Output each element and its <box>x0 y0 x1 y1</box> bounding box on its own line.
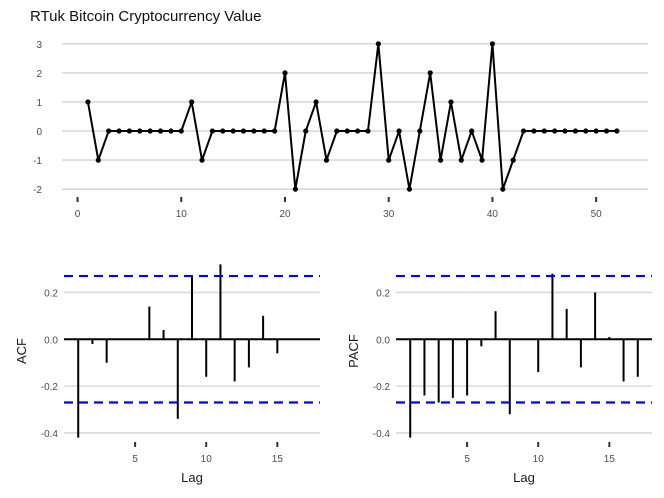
ts-point <box>147 128 153 134</box>
acf-ytick-label: -0.2 <box>41 382 59 393</box>
pacf-ytick-label: 0.2 <box>376 288 390 299</box>
ts-point <box>334 128 340 134</box>
acf-ytick-label: 0.0 <box>44 335 58 346</box>
ts-point <box>365 128 371 134</box>
ts-point <box>552 128 558 134</box>
ts-point <box>199 157 205 163</box>
ts-point <box>116 128 122 134</box>
ts-point <box>614 128 620 134</box>
ts-point <box>354 128 361 134</box>
ts-point <box>178 128 184 134</box>
ts-xtick-label: 10 <box>176 209 188 220</box>
ts-point <box>282 70 288 76</box>
pacf-ytick-label: -0.2 <box>373 382 391 393</box>
ts-point <box>437 157 444 163</box>
ts-point <box>323 157 330 163</box>
ts-point <box>603 128 610 134</box>
ts-point <box>469 128 475 134</box>
ts-point <box>386 157 392 163</box>
ts-point <box>448 99 454 105</box>
ts-point <box>303 128 309 134</box>
ts-point <box>106 128 112 134</box>
ts-ytick-label: -2 <box>33 185 42 196</box>
ts-point <box>427 70 433 76</box>
ts-point <box>479 157 485 163</box>
ts-xtick-label: 20 <box>279 209 291 220</box>
ts-ytick-label: -1 <box>33 156 42 167</box>
ts-point <box>189 99 195 105</box>
ts-point <box>531 128 537 134</box>
ts-point <box>572 128 578 134</box>
ts-point <box>417 128 423 134</box>
ts-point <box>396 128 402 134</box>
ts-point <box>593 128 599 134</box>
ts-point <box>251 128 257 134</box>
pacf-xtick-label: 5 <box>464 454 470 465</box>
ts-point <box>489 41 496 47</box>
acf-xaxis-title: Lag <box>181 470 203 485</box>
acf-ytick-label: 0.2 <box>44 288 58 299</box>
ts-point <box>562 128 568 134</box>
pacf-ytick-label: 0.0 <box>376 335 390 346</box>
ts-point <box>230 128 236 134</box>
acf-xtick-label: 5 <box>132 454 138 465</box>
ts-ytick-label: 1 <box>36 98 42 109</box>
ts-point <box>126 128 133 134</box>
ts-xtick-label: 30 <box>383 209 395 220</box>
ts-point <box>583 128 589 134</box>
ts-point <box>168 128 174 134</box>
ts-series-line <box>86 42 617 191</box>
ts-xtick-label: 50 <box>591 209 603 220</box>
ts-point <box>458 157 464 163</box>
acf-xtick-label: 15 <box>272 454 284 465</box>
ts-ytick-label: 0 <box>36 127 42 138</box>
ts-point <box>292 186 298 192</box>
ts-point <box>344 128 350 134</box>
ts-point <box>137 128 143 134</box>
ts-point <box>406 186 413 192</box>
acf-ytick-label: -0.4 <box>41 429 59 440</box>
pacf-ytick-label: -0.4 <box>373 429 391 440</box>
acf-xtick-label: 10 <box>201 454 213 465</box>
ts-point <box>157 128 164 134</box>
ts-point <box>95 157 101 163</box>
ts-point <box>220 128 226 134</box>
ts-ytick-label: 3 <box>36 40 42 51</box>
ts-point <box>261 128 267 134</box>
pacf-xtick-label: 10 <box>533 454 545 465</box>
ts-point <box>272 128 278 134</box>
ts-ytick-label: 2 <box>36 69 42 80</box>
pacf-yaxis-title: PACF <box>346 334 361 368</box>
ts-point <box>240 128 247 134</box>
ts-point <box>375 41 381 47</box>
ts-point <box>313 99 319 105</box>
ts-point <box>500 186 506 192</box>
ts-point <box>85 99 91 105</box>
ts-xtick-label: 40 <box>487 209 499 220</box>
acf-yaxis-title: ACF <box>14 338 29 364</box>
ts-xtick-label: 0 <box>75 209 81 220</box>
pacf-xtick-label: 15 <box>604 454 616 465</box>
ts-point <box>209 128 215 134</box>
ts-point <box>541 128 547 134</box>
chart-title: RTuk Bitcoin Cryptocurrency Value <box>30 8 262 25</box>
pacf-xaxis-title: Lag <box>513 470 535 485</box>
ts-point <box>520 128 527 134</box>
ts-point <box>510 157 516 163</box>
